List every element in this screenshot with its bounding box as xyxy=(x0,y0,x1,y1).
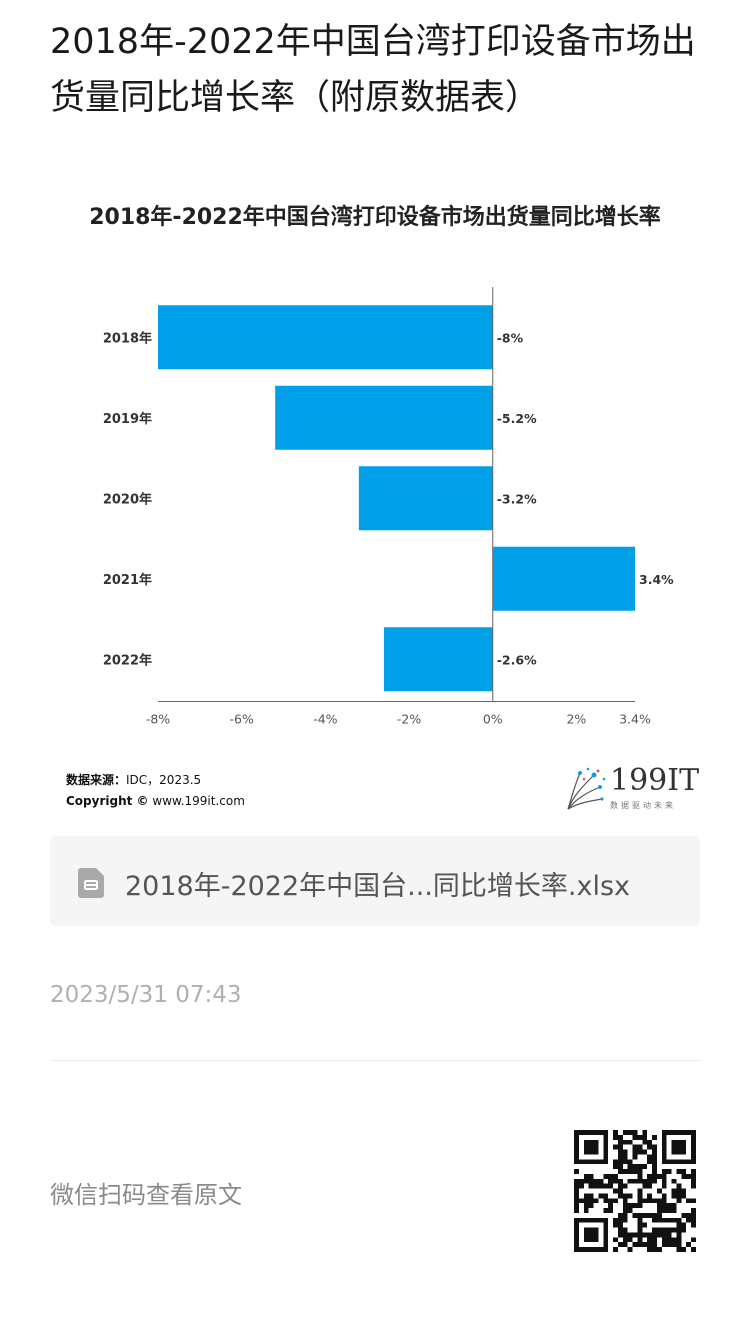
qr-scan-label: 微信扫码查看原文 xyxy=(50,1181,242,1209)
category-label-4: 2022年 xyxy=(103,652,152,668)
x-tick-label-6: 3.4% xyxy=(619,712,651,727)
logo-tagline: 数据驱动未来 xyxy=(610,801,676,810)
category-label-3: 2021年 xyxy=(103,572,152,588)
bar-chart: 2018年 -8% 2019年 -5.2% 2020年 -3.2% 2021年 3.4% 202… xyxy=(103,287,674,727)
data-label-3: 3.4% xyxy=(639,572,674,587)
chart-image: 2018年-2022年中国台湾打印设备市场出货量同比增长率 2018年 -8% 20… xyxy=(50,185,700,825)
data-label-0: -8% xyxy=(497,330,524,345)
category-label-0: 2018年 xyxy=(103,330,152,346)
category-label-2: 2020年 xyxy=(103,491,152,507)
brand-logo: 199IT 数据驱动未来 xyxy=(560,763,700,813)
x-tick-label-5: 2% xyxy=(566,712,586,727)
data-label-2: -3.2% xyxy=(497,491,537,506)
copyright-label: Copyright © xyxy=(66,794,149,808)
attachment-file-name: 2018年-2022年中国台...同比增长率.xlsx xyxy=(125,871,631,902)
qr-code-icon[interactable] xyxy=(574,1130,696,1252)
post-timestamp: 2023/5/31 07:43 xyxy=(50,982,242,1008)
bar-3 xyxy=(492,546,635,611)
bar-1 xyxy=(275,385,493,450)
page-title: 2018年-2022年中国台湾打印设备市场出货量同比增长率（附原数据表） xyxy=(50,22,696,118)
copyright-value: www.199it.com xyxy=(152,794,245,808)
x-tick-label-0: -8% xyxy=(146,712,170,727)
data-source: 数据来源：IDC，2023.5 Copyright © www.199it.co… xyxy=(66,770,245,812)
logo-text: 199IT xyxy=(610,763,700,798)
divider xyxy=(50,1060,700,1061)
data-label-4: -2.6% xyxy=(497,652,537,667)
x-tick-label-2: -4% xyxy=(313,712,337,727)
bar-4 xyxy=(383,627,493,692)
source-value: IDC，2023.5 xyxy=(126,773,202,787)
category-label-1: 2019年 xyxy=(103,411,152,427)
x-tick-label-3: -2% xyxy=(397,712,421,727)
dandelion-logo-icon xyxy=(567,767,606,810)
data-label-1: -5.2% xyxy=(497,411,537,426)
x-tick-label-1: -6% xyxy=(230,712,254,727)
spreadsheet-file-icon xyxy=(78,868,104,898)
attachment-file-card[interactable]: 2018年-2022年中国台...同比增长率.xlsx xyxy=(50,836,700,926)
source-label: 数据来源： xyxy=(66,773,127,787)
x-tick-label-4: 0% xyxy=(483,712,503,727)
bar-2 xyxy=(358,466,493,531)
chart-title: 2018年-2022年中国台湾打印设备市场出货量同比增长率 xyxy=(89,205,661,230)
bar-0 xyxy=(158,305,493,370)
